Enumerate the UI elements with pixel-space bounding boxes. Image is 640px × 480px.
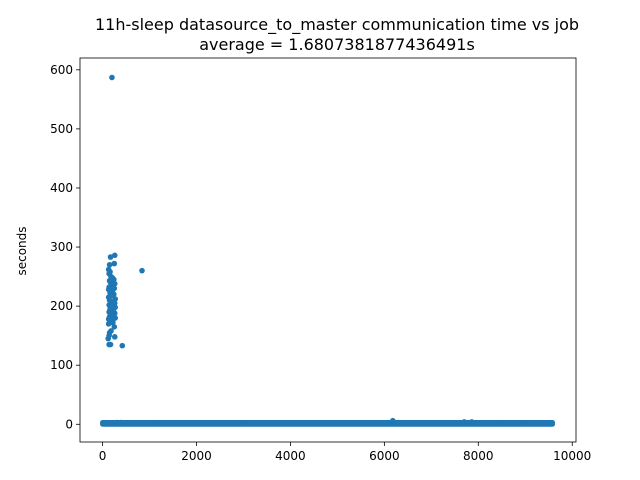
- data-point: [123, 420, 129, 426]
- y-tick-label: 400: [50, 181, 73, 195]
- chart-subtitle: average = 1.6807381877436491s: [199, 35, 475, 54]
- data-point: [105, 321, 112, 327]
- data-point: [105, 335, 111, 342]
- plot-frame: [79, 57, 577, 443]
- x-tick-label: 2000: [181, 449, 212, 463]
- data-point: [118, 419, 125, 426]
- data-point: [113, 419, 120, 426]
- x-tick-label: 6000: [369, 449, 400, 463]
- y-tick-label: 500: [50, 122, 73, 136]
- data-point: [119, 342, 126, 349]
- data-point: [111, 334, 118, 340]
- data-point: [139, 267, 145, 274]
- x-tick-label: 4000: [275, 449, 306, 463]
- data-point: [106, 261, 113, 268]
- data-point: [494, 420, 500, 426]
- y-tick-label: 600: [50, 63, 73, 77]
- x-tick-label: 10000: [553, 449, 591, 463]
- data-point: [334, 420, 341, 426]
- y-axis-label: seconds: [15, 226, 29, 275]
- data-point: [156, 420, 162, 426]
- data-point: [107, 341, 114, 348]
- x-tick-label: 8000: [463, 449, 494, 463]
- x-tick-label: 0: [99, 449, 107, 463]
- data-point: [461, 419, 468, 425]
- axes: 0 2000 4000 6000 8000 10000 0 100 200 300 400 500 60…: [50, 57, 591, 463]
- chart-title: 11h-sleep datasource_to_master communica…: [95, 15, 579, 35]
- data-point: [107, 254, 114, 260]
- data-point: [468, 419, 475, 425]
- data-point: [395, 419, 402, 426]
- data-point: [111, 324, 118, 330]
- plot-area: [100, 74, 556, 427]
- data-point: [522, 420, 529, 426]
- data-point: [111, 260, 118, 267]
- y-tick-label: 200: [50, 299, 73, 313]
- data-point: [390, 417, 396, 424]
- y-tick-label: 100: [50, 358, 73, 372]
- data-point: [111, 252, 118, 259]
- data-point-band: [100, 420, 556, 427]
- data-point: [109, 74, 115, 81]
- data-point: [240, 420, 247, 426]
- y-tick-label: 0: [65, 417, 73, 431]
- y-tick-label: 300: [50, 240, 73, 254]
